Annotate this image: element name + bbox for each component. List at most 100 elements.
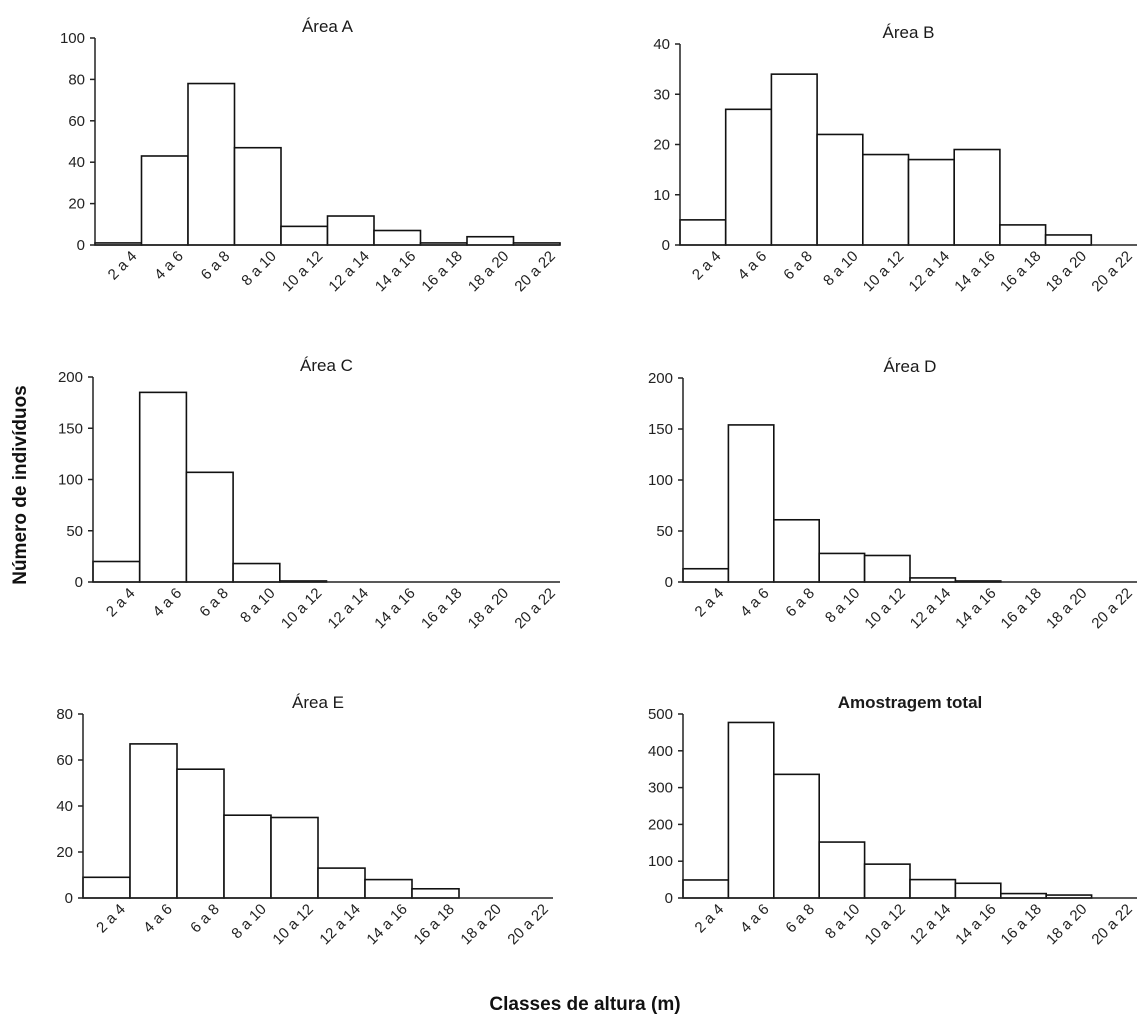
y-tick-label-area-b: 40 [653, 36, 670, 53]
x-tick-label-area-e: 14 a 16 [363, 901, 410, 948]
bar-area-e-1 [82, 876, 131, 899]
x-tick-label-area-a: 18 a 20 [465, 248, 512, 295]
x-tick-label-area-b: 2 a 4 [689, 248, 725, 284]
bar-area-d-3 [772, 518, 820, 583]
x-tick-label-area-c: 8 a 10 [237, 585, 279, 627]
bar-area-c-3 [185, 471, 234, 583]
x-tick-label-area-b: 18 a 20 [1043, 248, 1090, 295]
x-tick-label-area-e: 6 a 8 [187, 901, 223, 937]
bar-area-a-2 [140, 155, 189, 246]
x-tick-label-area-c: 20 a 22 [511, 585, 558, 632]
bar-area-d-4 [818, 552, 866, 583]
y-tick-label-area-c: 200 [58, 369, 83, 386]
x-tick-label-area-b: 10 a 12 [860, 248, 907, 295]
y-tick-label-area-d: 0 [665, 574, 673, 591]
y-tick-label-area-c: 150 [58, 420, 83, 437]
x-tick-label-area-e: 16 a 18 [410, 901, 457, 948]
bar-area-e-7 [364, 878, 413, 899]
x-tick-label-area-d: 14 a 16 [952, 585, 999, 632]
x-tick-label-area-e: 12 a 14 [316, 901, 363, 948]
bar-amostragem-total-5 [863, 863, 911, 899]
x-tick-label-area-b: 6 a 8 [780, 248, 816, 284]
bar-area-b-3 [770, 73, 818, 246]
x-tick-label-area-c: 14 a 16 [371, 585, 418, 632]
x-tick-label-area-d: 4 a 6 [737, 585, 773, 621]
y-tick-label-amostragem-total: 100 [648, 853, 673, 870]
x-tick-label-amostragem-total: 18 a 20 [1043, 901, 1090, 948]
y-tick-label-area-b: 20 [653, 137, 670, 154]
x-tick-label-area-e: 10 a 12 [269, 901, 316, 948]
y-tick-label-amostragem-total: 300 [648, 780, 673, 797]
y-tick-label-area-a: 60 [68, 113, 85, 130]
global-x-label: Classes de altura (m) [489, 994, 680, 1015]
x-tick-label-area-b: 20 a 22 [1088, 248, 1135, 295]
bar-area-a-7 [373, 229, 422, 246]
x-tick-label-area-e: 4 a 6 [140, 901, 176, 937]
bar-amostragem-total-3 [772, 773, 820, 899]
x-tick-label-area-e: 20 a 22 [504, 901, 551, 948]
bar-area-e-4 [223, 814, 272, 899]
global-y-label: Número de indivíduos [10, 385, 31, 585]
bar-area-e-6 [317, 867, 366, 899]
y-tick-label-area-d: 50 [656, 523, 673, 540]
x-tick-label-area-c: 6 a 8 [196, 585, 232, 621]
x-tick-label-area-d: 20 a 22 [1088, 585, 1135, 632]
x-tick-label-area-d: 18 a 20 [1043, 585, 1090, 632]
x-tick-label-area-b: 8 a 10 [820, 248, 862, 290]
x-tick-label-amostragem-total: 2 a 4 [692, 901, 728, 937]
y-tick-label-area-b: 10 [653, 187, 670, 204]
x-tick-label-area-c: 2 a 4 [103, 585, 139, 621]
x-tick-label-amostragem-total: 8 a 10 [822, 901, 864, 943]
bar-area-e-3 [176, 768, 225, 899]
bar-area-b-9 [1044, 234, 1093, 246]
y-tick-label-area-a: 20 [68, 196, 85, 213]
x-tick-label-area-a: 10 a 12 [279, 248, 326, 295]
x-tick-label-area-b: 14 a 16 [951, 248, 998, 295]
x-tick-label-amostragem-total: 12 a 14 [907, 901, 954, 948]
bar-area-d-2 [727, 424, 775, 583]
bar-area-e-8 [411, 887, 460, 899]
y-tick-label-area-b: 30 [653, 86, 670, 103]
bar-area-a-9 [466, 235, 515, 246]
y-tick-label-area-e: 60 [56, 752, 73, 769]
x-tick-label-area-c: 4 a 6 [150, 585, 186, 621]
bar-area-b-4 [816, 133, 864, 246]
x-tick-label-area-a: 12 a 14 [325, 248, 372, 295]
bar-area-c-1 [92, 560, 141, 583]
bar-amostragem-total-6 [909, 878, 957, 899]
x-tick-label-area-d: 16 a 18 [998, 585, 1045, 632]
x-tick-label-area-c: 10 a 12 [278, 585, 325, 632]
bar-area-d-1 [682, 567, 730, 583]
x-tick-label-area-d: 2 a 4 [692, 585, 728, 621]
x-tick-label-amostragem-total: 6 a 8 [782, 901, 818, 937]
bar-area-b-8 [999, 224, 1047, 246]
x-tick-label-area-c: 18 a 20 [465, 585, 512, 632]
bar-area-c-2 [138, 391, 188, 583]
x-tick-label-area-d: 10 a 12 [861, 585, 908, 632]
bar-amostragem-total-7 [954, 882, 1002, 899]
y-tick-label-amostragem-total: 500 [648, 706, 673, 723]
bar-area-d-5 [863, 554, 911, 583]
x-tick-label-area-d: 6 a 8 [782, 585, 818, 621]
x-tick-label-area-a: 20 a 22 [511, 248, 558, 295]
x-tick-label-area-a: 2 a 4 [105, 248, 141, 284]
x-tick-label-area-a: 4 a 6 [151, 248, 187, 284]
x-tick-label-amostragem-total: 14 a 16 [952, 901, 999, 948]
x-tick-label-amostragem-total: 20 a 22 [1088, 901, 1135, 948]
y-tick-label-area-e: 80 [56, 706, 73, 723]
y-tick-label-amostragem-total: 400 [648, 743, 673, 760]
y-tick-label-area-b: 0 [662, 237, 670, 254]
y-tick-label-area-a: 100 [60, 30, 85, 47]
panel-title-area-c: Área C [300, 356, 353, 375]
x-tick-label-area-e: 8 a 10 [228, 901, 270, 943]
x-tick-label-area-c: 12 a 14 [325, 585, 372, 632]
y-tick-label-area-c: 100 [58, 472, 83, 489]
bar-amostragem-total-1 [682, 879, 730, 899]
bar-area-e-5 [270, 816, 319, 899]
bar-area-b-1 [679, 219, 727, 246]
x-tick-label-area-b: 12 a 14 [906, 248, 953, 295]
